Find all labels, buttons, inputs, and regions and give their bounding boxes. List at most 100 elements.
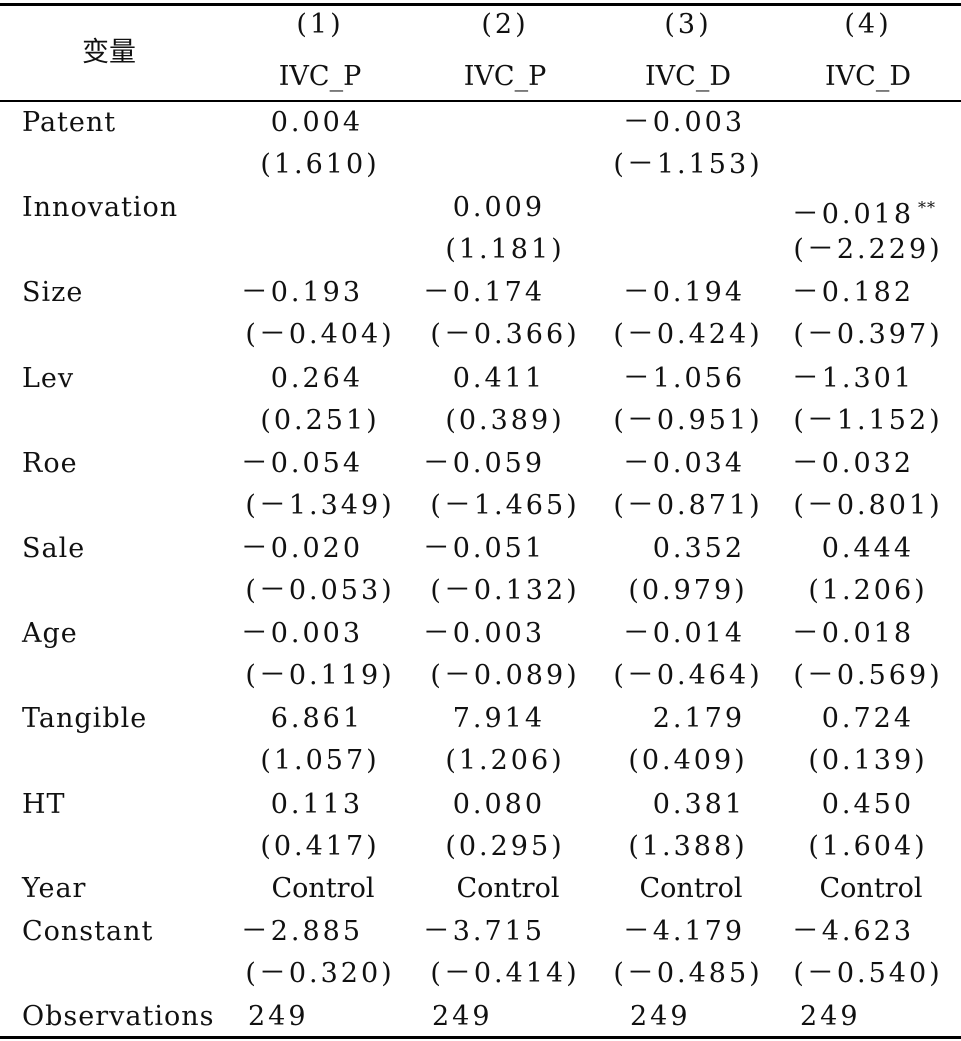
tstat-ht-1: (0.417) (260, 830, 380, 862)
coef-constant-4: －4.623 (791, 916, 914, 947)
coef-ht-3: 0.381 (652, 788, 745, 820)
year-control-4: Control (819, 873, 923, 904)
coef-age-3: －0.014 (622, 618, 745, 650)
coef-tangible-4: 0.724 (821, 703, 914, 735)
tstat-sale-1: (－0.053) (245, 575, 395, 606)
tstat-size-3: (－0.424) (613, 319, 763, 351)
tstat-ht-2: (0.295) (445, 830, 565, 862)
tstat-lev-3: (－0.951) (613, 404, 763, 436)
tstat-innovation-2: (1.181) (445, 234, 565, 266)
tstat-sale-4: (1.206) (808, 575, 928, 606)
coef-ht-2: 0.080 (452, 788, 545, 820)
coef-patent-3: －0.003 (622, 107, 745, 138)
coef-size-1: －0.193 (240, 277, 363, 309)
coef-lev-2: 0.411 (452, 362, 545, 394)
coef-lev-4: －1.301 (791, 362, 914, 394)
column-number-1: (1) (296, 9, 344, 40)
coef-tangible-1: 6.861 (270, 703, 363, 735)
observations-3: 249 (630, 1001, 691, 1032)
coef-size-4: －0.182 (791, 277, 914, 309)
coef-constant-2: －3.715 (422, 916, 545, 947)
column-dep-var-1: IVC_P (278, 61, 362, 92)
significance-stars: ** (918, 198, 936, 218)
tstat-lev-1: (0.251) (260, 404, 380, 436)
coef-constant-1: －2.885 (240, 916, 363, 947)
row-label-roe: Roe (22, 447, 78, 479)
observations-2: 249 (432, 1001, 493, 1032)
coef-roe-2: －0.059 (422, 447, 545, 479)
column-dep-var-4: IVC_D (825, 61, 911, 92)
row-label-observations: Observations (22, 1001, 215, 1032)
tstat-roe-2: (－1.465) (430, 489, 580, 521)
tstat-lev-4: (－1.152) (793, 404, 943, 436)
observations-1: 249 (248, 1001, 309, 1032)
header-rule (0, 100, 961, 102)
coef-age-1: －0.003 (240, 618, 363, 650)
top-rule (0, 3, 961, 6)
row-label-ht: HT (22, 788, 66, 820)
row-label-patent: Patent (22, 107, 117, 138)
coef-sale-3: 0.352 (652, 533, 745, 564)
tstat-patent-1: (1.610) (260, 149, 380, 180)
coef-roe-3: －0.034 (622, 447, 745, 479)
coef-age-4: －0.018 (791, 618, 914, 650)
coef-tangible-3: 2.179 (652, 703, 745, 735)
tstat-tangible-2: (1.206) (445, 745, 565, 777)
coef-tangible-2: 7.914 (452, 703, 545, 735)
row-label-size: Size (22, 277, 84, 309)
tstat-age-4: (－0.569) (793, 660, 943, 692)
row-label-constant: Constant (22, 916, 154, 947)
tstat-size-2: (－0.366) (430, 319, 580, 351)
coef-age-2: －0.003 (422, 618, 545, 650)
tstat-roe-3: (－0.871) (613, 489, 763, 521)
column-number-4: (4) (844, 9, 892, 40)
column-dep-var-2: IVC_P (463, 61, 547, 92)
row-label-age: Age (22, 618, 78, 650)
row-label-year: Year (22, 873, 87, 904)
tstat-tangible-1: (1.057) (260, 745, 380, 777)
tstat-constant-1: (－0.320) (245, 958, 395, 989)
coef-sale-1: －0.020 (240, 533, 363, 564)
coef-cell-innovation-4: －0.018 ** (654, 193, 961, 230)
row-label-tangible: Tangible (22, 703, 148, 735)
column-number-3: (3) (664, 9, 712, 40)
tstat-tangible-4: (0.139) (808, 745, 928, 777)
coef-size-3: －0.194 (622, 277, 745, 309)
tstat-constant-2: (－0.414) (430, 958, 580, 989)
tstat-size-4: (－0.397) (793, 319, 943, 351)
tstat-ht-4: (1.604) (808, 830, 928, 862)
coef-ht-1: 0.113 (270, 788, 363, 820)
observations-4: 249 (800, 1001, 861, 1032)
coef-sale-2: －0.051 (422, 533, 545, 564)
tstat-tangible-3: (0.409) (628, 745, 748, 777)
tstat-ht-3: (1.388) (628, 830, 748, 862)
variable-header: 变量 (82, 37, 136, 68)
coef-lev-1: 0.264 (270, 362, 363, 394)
coef-roe-4: －0.032 (791, 447, 914, 479)
tstat-age-3: (－0.464) (613, 660, 763, 692)
tstat-age-2: (－0.089) (430, 660, 580, 692)
coef-ht-4: 0.450 (821, 788, 914, 820)
row-label-sale: Sale (22, 533, 86, 564)
bottom-rule (0, 1036, 961, 1039)
coef-constant-3: －4.179 (622, 916, 745, 947)
year-control-2: Control (456, 873, 560, 904)
coef-patent-1: 0.004 (270, 107, 363, 138)
tstat-age-1: (－0.119) (245, 660, 395, 692)
column-dep-var-3: IVC_D (645, 61, 731, 92)
year-control-3: Control (639, 873, 743, 904)
row-label-lev: Lev (22, 362, 75, 394)
coef-innovation-4: －0.018 (791, 199, 914, 231)
tstat-lev-2: (0.389) (445, 404, 565, 436)
coef-innovation-2: 0.009 (452, 192, 545, 224)
tstat-sale-2: (－0.132) (430, 575, 580, 606)
tstat-constant-4: (－0.540) (793, 958, 943, 989)
tstat-sale-3: (0.979) (628, 575, 748, 606)
coef-size-2: －0.174 (422, 277, 545, 309)
column-number-2: (2) (481, 9, 529, 40)
tstat-constant-3: (－0.485) (613, 958, 763, 989)
tstat-patent-3: (－1.153) (613, 149, 763, 180)
coef-roe-1: －0.054 (240, 447, 363, 479)
tstat-roe-4: (－0.801) (793, 489, 943, 521)
row-label-innovation: Innovation (22, 192, 179, 224)
